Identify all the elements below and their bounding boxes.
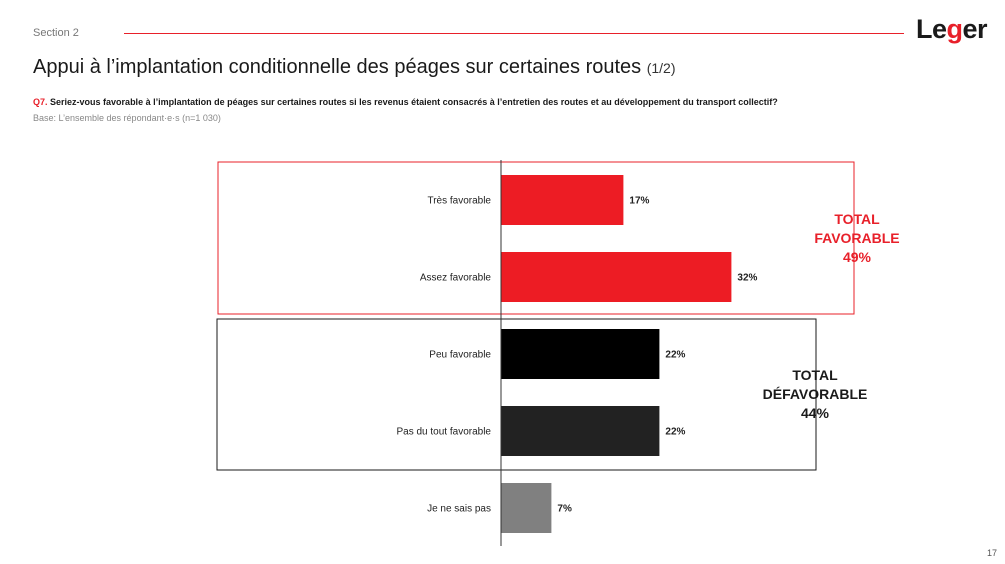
category-label-4: Je ne sais pas (427, 504, 491, 515)
page-number: 17 (986, 548, 997, 558)
base-note: Base: L’ensemble des répondant·e·s (n=1 … (33, 113, 221, 123)
total-favorable-line1: TOTAL (834, 211, 880, 227)
defavorable-group-box (216, 318, 817, 471)
page-title: Appui à l’implantation conditionnelle de… (33, 56, 676, 79)
category-label-3: Pas du tout favorable (396, 427, 491, 438)
logo-prefix: Le (916, 14, 947, 44)
section-label: Section 2 (33, 27, 79, 39)
bar-0 (501, 175, 624, 225)
value-label-0: 17% (629, 196, 649, 207)
question: Q7. Seriez-vous favorable à l’implantati… (33, 97, 778, 107)
bar-2 (501, 329, 660, 379)
value-label-1: 32% (737, 273, 757, 284)
bar-4 (501, 483, 552, 533)
value-label-4: 7% (557, 504, 572, 515)
category-label-2: Peu favorable (429, 350, 491, 361)
bar-1 (501, 252, 732, 302)
header-rule (124, 33, 904, 34)
title-text: Appui à l’implantation conditionnelle de… (33, 56, 642, 78)
favorable-group-box (217, 161, 855, 315)
question-number: Q7. (33, 97, 48, 107)
total-favorable-value: 49% (842, 249, 872, 265)
total-defavorable-value: 44% (800, 405, 830, 421)
logo-accent: g (946, 14, 964, 44)
total-defavorable-line1: TOTAL (792, 367, 838, 383)
total-favorable: TOTAL FAVORABLE 49% (790, 210, 924, 267)
leger-logo: Leger (916, 14, 988, 45)
title-suffix: (1/2) (646, 60, 676, 76)
total-favorable-line2: FAVORABLE (814, 230, 900, 246)
bar-3 (501, 406, 660, 456)
logo-suffix: er (962, 14, 988, 44)
value-label-3: 22% (665, 427, 685, 438)
total-defavorable-line2: DÉFAVORABLE (762, 386, 868, 402)
question-text: Seriez-vous favorable à l’implantation d… (50, 97, 778, 107)
total-defavorable: TOTAL DÉFAVORABLE 44% (748, 366, 882, 423)
value-label-2: 22% (665, 350, 685, 361)
category-label-0: Très favorable (427, 196, 491, 207)
category-label-1: Assez favorable (420, 273, 492, 284)
